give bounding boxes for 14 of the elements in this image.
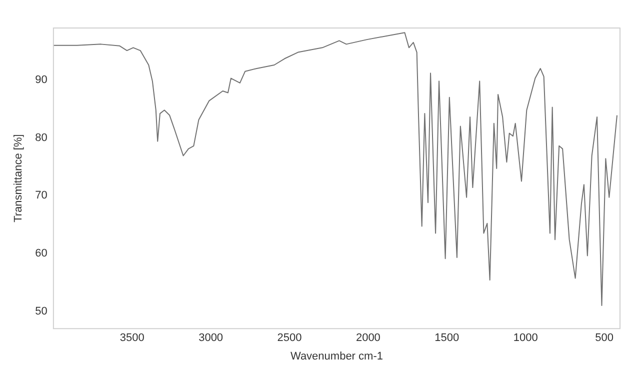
x-axis-title: Wavenumber cm-1 — [290, 350, 383, 362]
y-tick-label: 90 — [35, 74, 48, 86]
x-tick-label: 3500 — [120, 332, 144, 344]
y-tick-label: 80 — [35, 132, 48, 144]
y-tick-label: 50 — [35, 305, 48, 318]
x-tick-label: 1500 — [434, 332, 460, 344]
x-tick-label: 3000 — [198, 332, 224, 344]
y-tick-label: 60 — [35, 247, 48, 260]
x-tick-label: 2000 — [356, 332, 380, 344]
x-tick-label: 500 — [595, 332, 614, 344]
y-tick-label: 70 — [35, 190, 48, 202]
x-tick-label: 1000 — [513, 332, 538, 344]
x-tick-label: 2500 — [277, 332, 302, 344]
y-axis-title: Transmittance [%] — [12, 134, 25, 222]
